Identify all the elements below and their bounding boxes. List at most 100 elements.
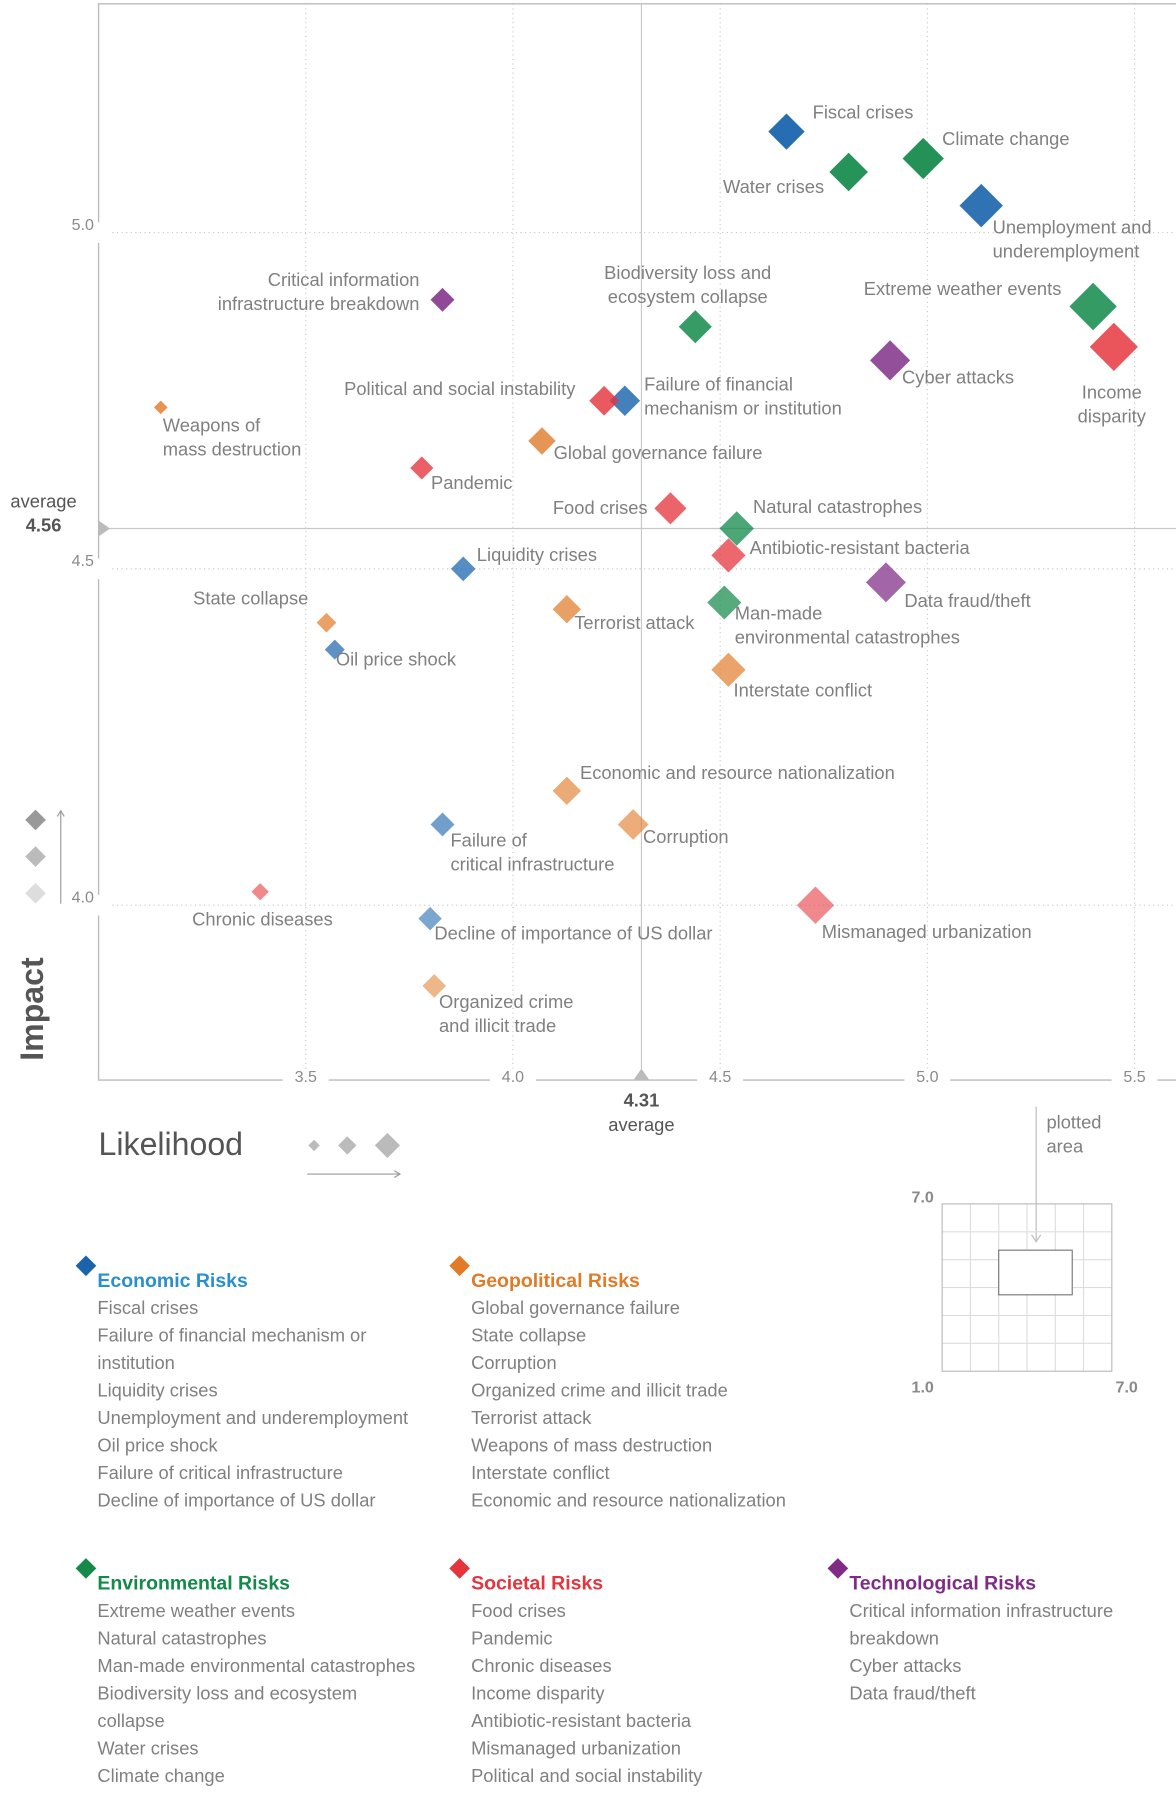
risk-label: Oil price shock — [336, 648, 457, 669]
risk-label: Chronic diseases — [192, 909, 333, 930]
risk-label: Unemployment and — [993, 216, 1152, 237]
risk-label: Corruption — [643, 826, 729, 847]
legend-item: Pandemic — [471, 1627, 553, 1648]
inset-label: area — [1046, 1136, 1083, 1157]
legend-item: Oil price shock — [97, 1435, 218, 1456]
key-diamond — [25, 882, 46, 904]
risk-label: Natural catastrophes — [753, 496, 922, 517]
risk-marker — [450, 556, 476, 582]
legend-title: Societal Risks — [471, 1573, 603, 1595]
legend-title: Economic Risks — [97, 1270, 248, 1292]
average-marker — [633, 1068, 650, 1081]
tick-label-bg — [87, 558, 111, 580]
y-tick-label: 4.0 — [72, 889, 94, 907]
legend-item: collapse — [97, 1710, 164, 1731]
legend-item: Failure of critical infrastructure — [97, 1462, 342, 1483]
key-arrow-head — [393, 1170, 402, 1179]
legend-item: Antibiotic-resistant bacteria — [471, 1710, 692, 1731]
y-tick-label: 5.0 — [72, 216, 94, 234]
risk-label: Organized crime — [439, 991, 573, 1012]
risk-label: Pandemic — [431, 472, 513, 493]
risk-marker — [324, 639, 345, 660]
tick-label-bg — [282, 1070, 329, 1090]
legend-item: Climate change — [97, 1765, 224, 1786]
inset-frame — [941, 1203, 1113, 1372]
risk-label: mechanism or institution — [644, 397, 842, 418]
inset-arrow-head — [1031, 1234, 1042, 1243]
risk-label: underemployment — [993, 240, 1140, 261]
risk-marker — [422, 974, 447, 998]
tick-label-bg — [87, 222, 111, 243]
risk-marker — [707, 585, 742, 620]
risk-label: Climate change — [942, 128, 1069, 149]
legend-item: Terrorist attack — [471, 1407, 592, 1428]
legend-swatch — [75, 1255, 97, 1277]
risk-marker — [552, 776, 582, 806]
legend-item: Global governance failure — [471, 1297, 680, 1318]
y-tick-label: 4.5 — [72, 552, 94, 570]
risk-marker — [796, 886, 835, 924]
legend-item: Biodiversity loss and ecosystem — [97, 1682, 357, 1703]
legend-item: Critical information infrastructure — [849, 1600, 1113, 1621]
risk-marker — [153, 400, 168, 415]
risk-label: Failure of — [450, 830, 527, 851]
legend-item: Natural catastrophes — [97, 1627, 266, 1648]
inset-plotted-area — [998, 1249, 1073, 1296]
risk-label: Extreme weather events — [864, 278, 1062, 299]
key-diamond — [25, 809, 46, 831]
risk-label: Critical information — [268, 269, 420, 290]
x-tick-label: 4.0 — [502, 1068, 524, 1086]
risk-label: Terrorist attack — [574, 612, 695, 633]
risk-marker — [678, 310, 712, 344]
risk-label: Cyber attacks — [902, 366, 1014, 387]
risk-marker — [552, 595, 582, 624]
tick-label-bg — [697, 1070, 744, 1090]
risk-marker — [654, 492, 687, 525]
legend-swatch — [827, 1558, 849, 1579]
risk-label: Political and social instability — [344, 378, 576, 399]
tick-label-bg — [87, 894, 111, 916]
legend-item: Water crises — [97, 1737, 198, 1758]
average-value: 4.56 — [26, 514, 62, 535]
legend-item: State collapse — [471, 1325, 586, 1346]
risk-marker — [1089, 322, 1138, 371]
legend-item: Interstate conflict — [471, 1462, 610, 1483]
risk-label: Antibiotic-resistant bacteria — [750, 537, 971, 558]
risk-label: State collapse — [193, 588, 308, 609]
risk-marker — [430, 287, 455, 312]
risk-marker — [711, 652, 746, 687]
risk-label: mass destruction — [163, 439, 302, 460]
average-marker — [98, 520, 111, 537]
risk-marker — [1069, 282, 1117, 331]
x-tick-label: 4.5 — [709, 1068, 731, 1086]
risk-marker — [902, 137, 944, 180]
risk-marker — [768, 113, 805, 150]
x-tick-label: 5.5 — [1123, 1068, 1145, 1086]
risk-label: Water crises — [723, 176, 824, 197]
risk-marker — [829, 152, 868, 192]
risk-label: Biodiversity loss and — [604, 262, 771, 283]
legend-item: institution — [97, 1352, 174, 1373]
legend-item: Extreme weather events — [97, 1600, 295, 1621]
risk-label: disparity — [1078, 405, 1147, 426]
risk-label: Income — [1082, 381, 1142, 402]
key-diamond — [25, 846, 46, 867]
risk-label: environmental catastrophes — [735, 627, 960, 648]
legend-item: Political and social instability — [471, 1765, 703, 1786]
risk-marker — [719, 511, 755, 546]
legend-item: Food crises — [471, 1600, 566, 1621]
inset-tick: 1.0 — [912, 1379, 934, 1397]
risk-marker — [430, 812, 455, 837]
risk-marker — [528, 427, 556, 455]
legend-item: Organized crime and illicit trade — [471, 1380, 728, 1401]
risk-label: infrastructure breakdown — [218, 293, 420, 314]
average-label: average — [10, 490, 76, 511]
legend-item: Man-made environmental catastrophes — [97, 1655, 415, 1676]
legend-item: Unemployment and underemployment — [97, 1407, 408, 1428]
legend-item: Cyber attacks — [849, 1655, 961, 1676]
risk-marker — [589, 385, 620, 416]
risk-label: Food crises — [553, 497, 648, 518]
legend-item: Fiscal crises — [97, 1297, 198, 1318]
risk-label: ecosystem collapse — [608, 286, 768, 307]
legend-item: Income disparity — [471, 1682, 605, 1703]
